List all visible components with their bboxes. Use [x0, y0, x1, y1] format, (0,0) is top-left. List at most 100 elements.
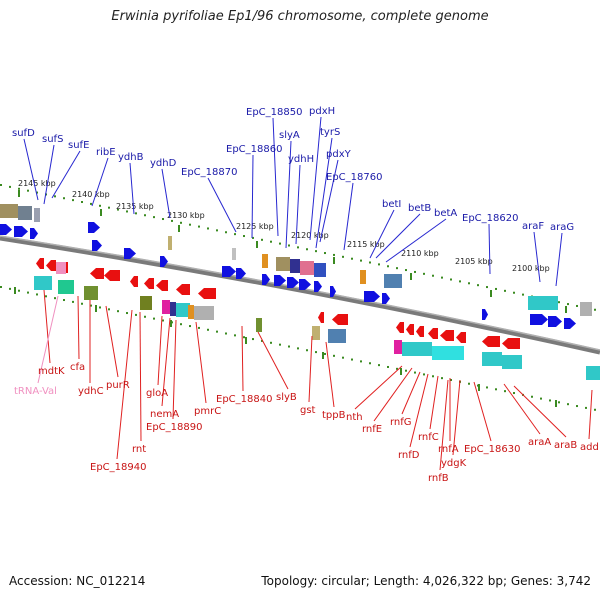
reverse-gene [428, 328, 438, 339]
outer-track-dot [378, 263, 380, 266]
kbp-label: 2130 kbp [167, 211, 205, 220]
leader-bottom [37, 295, 59, 384]
label-bottom: gst [300, 405, 316, 416]
label-top: EpC_18860 [226, 144, 282, 155]
reverse-gene [130, 276, 138, 287]
label-top: sufE [68, 140, 89, 151]
scale-tick [95, 305, 97, 312]
reverse-gene [176, 284, 190, 295]
forward-gene [0, 224, 12, 235]
inner-track-dot [351, 358, 353, 361]
label-top: EpC_18870 [181, 167, 237, 178]
leader-top [315, 137, 333, 249]
label-top: EpC_18850 [246, 107, 302, 118]
leader-top [285, 140, 292, 249]
outer-track-dot [108, 206, 110, 209]
label-top: slyA [279, 130, 300, 141]
feature-block [394, 340, 402, 354]
outer-track-dot [396, 267, 398, 270]
reverse-gene [144, 278, 154, 289]
inner-track-dot [180, 323, 182, 326]
outer-track-dot [225, 231, 227, 234]
scale-tick [565, 306, 567, 313]
leader-bottom [139, 311, 142, 442]
feature-block [84, 286, 98, 300]
label-bottom: rnfE [362, 424, 382, 435]
outer-track-dot [324, 252, 326, 255]
label-bottom: cfa [70, 362, 85, 373]
inner-track-dot [270, 341, 272, 344]
inner-track-dot [495, 388, 497, 391]
outer-track-dot [459, 280, 461, 283]
outer-track-dot [279, 242, 281, 245]
leader-top [207, 177, 237, 233]
inner-track-dot [549, 399, 551, 402]
kbp-label: 2135 kbp [116, 202, 154, 211]
forward-gene [88, 222, 100, 233]
leader-bottom [195, 321, 207, 404]
inner-track-dot [414, 371, 416, 374]
outer-track-dot [351, 257, 353, 260]
label-bottom: add [580, 442, 599, 453]
outer-track-dot [270, 240, 272, 243]
label-bottom: nth [346, 412, 363, 423]
inner-track-dot [54, 297, 56, 300]
reverse-gene [440, 330, 454, 341]
forward-gene [92, 240, 102, 251]
leader-bottom [257, 331, 289, 390]
leader-top [555, 232, 563, 287]
leader-top [161, 168, 171, 219]
leader-top [91, 157, 109, 207]
feature-block [56, 262, 66, 274]
outer-track-dot [162, 218, 164, 221]
label-top: tyrS [320, 127, 340, 138]
inner-track-dot [198, 326, 200, 329]
feature-block [312, 326, 320, 340]
scale-tick [178, 225, 180, 232]
outer-track-dot [144, 214, 146, 217]
outer-track-dot [252, 236, 254, 239]
inner-track-dot [144, 315, 146, 318]
feature-block [170, 302, 176, 316]
outer-track-dot [513, 291, 515, 294]
label-bottom: araA [528, 437, 551, 448]
inner-track-dot [450, 379, 452, 381]
outer-track-dot [117, 208, 119, 211]
inner-track-dot [504, 390, 506, 393]
label-bottom: araB [554, 440, 577, 451]
outer-track-dot [126, 210, 128, 213]
feature-block [0, 204, 18, 218]
feature-block [140, 296, 152, 310]
label-top: pdxH [309, 106, 335, 117]
outer-track-dot [432, 274, 434, 277]
forward-gene [222, 266, 236, 277]
reverse-gene [502, 338, 520, 349]
reverse-gene [36, 258, 44, 269]
inner-track-dot [360, 360, 362, 363]
leader-bottom [43, 289, 51, 364]
feature-block [432, 346, 464, 360]
outer-track-dot [216, 229, 218, 232]
leader-top [343, 182, 354, 251]
scale-tick [245, 337, 247, 344]
leader-bottom [401, 371, 421, 415]
outer-track-dot [18, 187, 20, 190]
forward-gene [382, 293, 390, 304]
feature-block [502, 355, 522, 369]
feature-block [18, 206, 32, 220]
label-bottom: rnfC [418, 432, 439, 443]
feature-block [580, 302, 592, 316]
forward-gene [262, 274, 270, 285]
outer-track-dot [135, 212, 137, 215]
inner-track-dot [486, 386, 488, 389]
feature-block [402, 342, 432, 356]
scale-tick [400, 368, 402, 375]
leader-bottom [77, 295, 80, 360]
label-top: EpC_18620 [462, 213, 518, 224]
outer-track-dot [450, 278, 452, 281]
inner-track-dot [342, 356, 344, 359]
scale-tick [18, 190, 20, 197]
inner-track-dot [162, 319, 164, 322]
leader-bottom [354, 365, 403, 410]
